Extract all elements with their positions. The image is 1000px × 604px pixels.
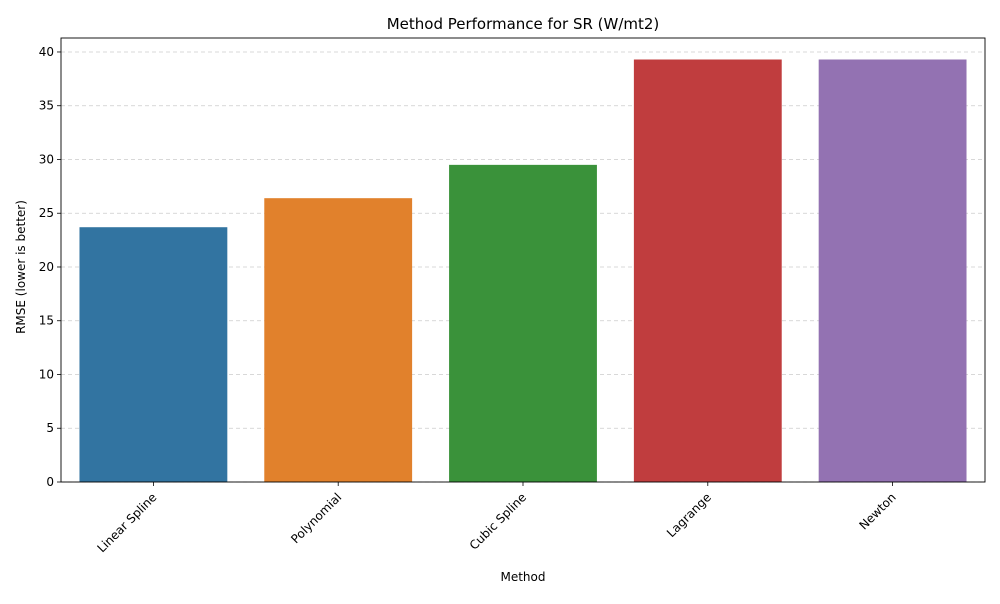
y-tick-label: 10 [39, 367, 54, 381]
y-tick-label: 40 [39, 45, 54, 59]
y-tick-label: 0 [46, 475, 54, 489]
x-tick-label: Polynomial [288, 490, 344, 546]
bar-lagrange [633, 59, 782, 482]
x-tick-label: Cubic Spline [467, 490, 529, 552]
x-tick-label: Linear Spline [94, 490, 159, 555]
y-tick-label: 5 [46, 421, 54, 435]
bar-polynomial [264, 198, 413, 482]
bar-linear-spline [79, 227, 228, 482]
y-axis-label: RMSE (lower is better) [14, 200, 28, 334]
y-tick-label: 30 [39, 152, 54, 166]
y-tick-label: 25 [39, 206, 54, 220]
axes [57, 37, 986, 486]
bars [79, 59, 967, 482]
y-tick-label: 20 [39, 260, 54, 274]
chart-title: Method Performance for SR (W/mt2) [387, 15, 660, 33]
y-tick-label: 35 [39, 99, 54, 113]
bar-cubic-spline [449, 164, 597, 482]
x-axis-label: Method [500, 570, 545, 584]
y-tick-label: 15 [39, 314, 54, 328]
bar-newton [818, 59, 967, 482]
plot-frame [60, 37, 986, 483]
x-tick-label: Lagrange [664, 490, 714, 540]
x-tick-label: Newton [856, 490, 898, 532]
